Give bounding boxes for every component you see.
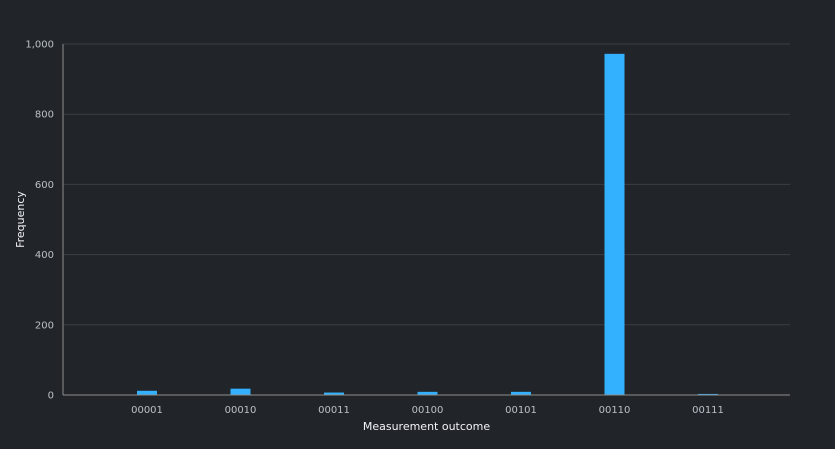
y-axis-label: Frequency [14,191,27,248]
y-tick-label: 0 [48,391,54,402]
bar-00011[interactable] [324,392,344,395]
y-tick-label: 200 [35,320,54,331]
bar-00001[interactable] [137,390,157,395]
x-tick-label: 00010 [225,405,257,416]
x-tick-label: 00001 [131,405,163,416]
x-tick-label: 00111 [692,405,724,416]
x-tick-label: 00011 [318,405,350,416]
y-tick-label: 800 [35,110,54,121]
x-tick-labels: 00001 00010 00011 00100 00101 00110 00111 [131,405,724,416]
y-tick-label: 1,000 [25,40,54,51]
bar-00110[interactable] [604,53,625,395]
x-tick-label: 00110 [599,405,631,416]
x-tick-label: 00100 [412,405,444,416]
bar-00010[interactable] [230,388,251,395]
x-tick-label: 00101 [505,405,537,416]
bars [137,53,718,395]
bar-00100[interactable] [417,391,438,395]
bar-00101[interactable] [511,391,531,395]
x-axis-label: Measurement outcome [363,420,491,433]
y-grid-lines [63,43,790,326]
y-tick-label: 600 [35,180,54,191]
y-tick-label: 400 [35,250,54,261]
y-tick-labels: 0 200 400 600 800 1,000 [25,40,54,402]
bar-00111[interactable] [698,393,718,395]
